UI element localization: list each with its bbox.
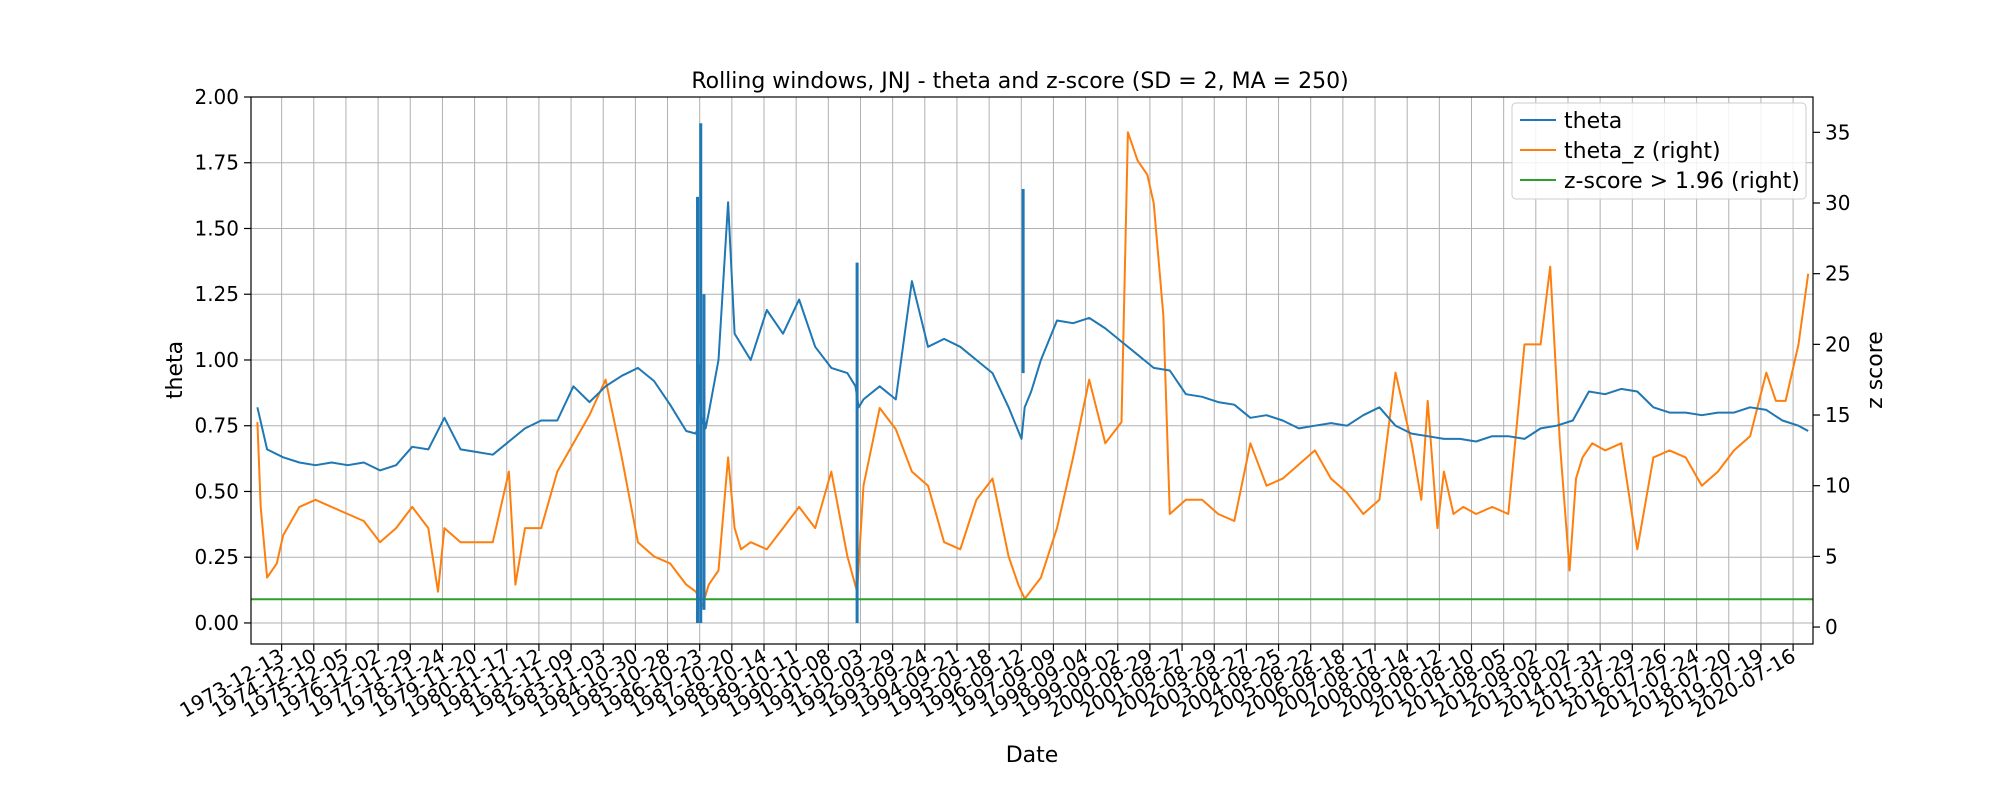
series-layer bbox=[251, 123, 1813, 623]
y-left-tick-label: 1.00 bbox=[194, 348, 239, 372]
y-right-tick-label: 10 bbox=[1825, 474, 1850, 498]
y-axis-left: 0.00 0.25 0.50 0.75 1.00 1.25 1.50 1.75 2.00 bbox=[194, 85, 251, 635]
legend: theta theta_z (right) z-score > 1.96 (righ… bbox=[1511, 102, 1807, 200]
y-right-tick-label: 30 bbox=[1825, 191, 1850, 215]
series-line-theta bbox=[256, 201, 1809, 472]
y-left-tick-label: 1.50 bbox=[194, 216, 239, 240]
chart-title: Rolling windows, JNJ - theta and z-score… bbox=[691, 69, 1348, 94]
y-axis-right-label: z score bbox=[1863, 331, 1888, 409]
y-left-tick-label: 0.00 bbox=[194, 611, 239, 635]
legend-label: z-score > 1.96 (right) bbox=[1564, 169, 1800, 194]
y-left-tick-label: 0.50 bbox=[194, 479, 239, 503]
y-axis-right: 0 5 10 15 20 25 30 35 bbox=[1813, 120, 1850, 639]
legend-label: theta bbox=[1564, 109, 1622, 134]
y-left-tick-label: 1.25 bbox=[194, 282, 239, 306]
x-axis: 1973-12-131974-12-101975-12-051976-12-02… bbox=[175, 644, 1799, 723]
plot-frame bbox=[250, 96, 1814, 645]
y-right-tick-label: 35 bbox=[1825, 120, 1850, 144]
y-left-tick-label: 2.00 bbox=[194, 85, 239, 109]
y-right-tick-label: 0 bbox=[1825, 615, 1838, 639]
y-right-tick-label: 20 bbox=[1825, 332, 1850, 356]
x-axis-label: Date bbox=[1006, 743, 1059, 768]
y-left-tick-label: 1.75 bbox=[194, 151, 239, 175]
y-axis-left-label: theta bbox=[163, 341, 188, 399]
legend-label: theta_z (right) bbox=[1564, 139, 1721, 164]
y-right-tick-label: 25 bbox=[1825, 262, 1850, 286]
legend-box bbox=[1511, 102, 1807, 200]
y-left-tick-label: 0.25 bbox=[194, 545, 239, 569]
y-left-tick-label: 0.75 bbox=[194, 414, 239, 438]
series-line-theta-z-right- bbox=[256, 131, 1810, 607]
y-right-tick-label: 15 bbox=[1825, 403, 1850, 427]
y-right-tick-label: 5 bbox=[1825, 544, 1838, 568]
